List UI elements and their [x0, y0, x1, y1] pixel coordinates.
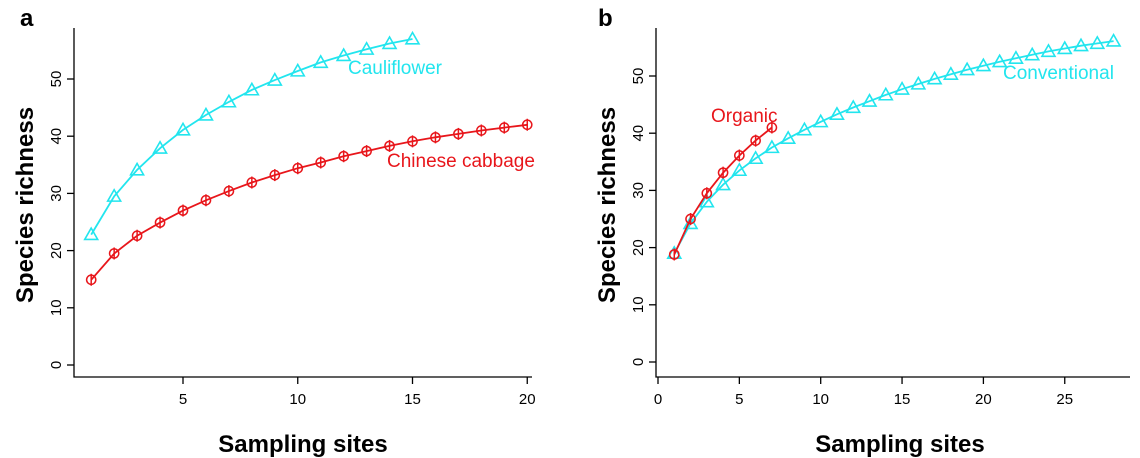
panel-b-x-axis-title: Sampling sites — [815, 431, 984, 458]
panel-a-chinese-cabbage-label: Chinese cabbage — [387, 151, 535, 172]
panel-a-axes — [74, 28, 532, 377]
panel-a-x-axis-title: Sampling sites — [218, 431, 387, 458]
panel-a-y-tick-label: 0 — [48, 361, 65, 369]
panel-b-y-tick-label: 40 — [630, 125, 647, 142]
panel-b-y-axis-title: Species richness — [594, 107, 621, 303]
panel-a: a Sampling sites Species richness 5 10 15 2… — [12, 5, 536, 458]
panel-b: b Sampling sites Species richness 0 5 10 15… — [594, 5, 1130, 458]
panel-b-organic-point — [670, 248, 679, 260]
panel-a-letter: a — [20, 5, 34, 32]
panel-b-y-tick-label: 20 — [630, 239, 647, 256]
panel-a-y-tick-label: 50 — [48, 71, 65, 88]
panel-b-x-tick-label: 15 — [894, 391, 911, 408]
panel-a-x-tick-label: 10 — [289, 391, 306, 408]
panel-b-conventional-point — [1107, 35, 1120, 46]
panel-b-organic-point — [718, 167, 727, 179]
panel-a-marks: 5 10 15 20 0 10 20 30 40 50 Cauliflower Chinese cab… — [48, 32, 536, 408]
panel-b-x-tick-label: 5 — [735, 391, 743, 408]
panel-a-y-tick-label: 30 — [48, 185, 65, 202]
panel-b-y-tick-label: 50 — [630, 68, 647, 85]
panel-b-x-tick-label: 0 — [654, 391, 662, 408]
panel-a-chinese-cabbage-point — [178, 205, 187, 217]
panel-a-y-tick-label: 40 — [48, 128, 65, 145]
panel-b-letter: b — [598, 5, 613, 32]
panel-b-organic-point — [702, 187, 711, 199]
panel-b-organic-label: Organic — [711, 106, 778, 127]
panel-b-y-tick-label: 30 — [630, 182, 647, 199]
panel-a-chinese-cabbage-point — [155, 217, 164, 229]
panel-a-chinese-cabbage-point — [224, 185, 233, 197]
panel-a-chinese-cabbage-point — [110, 247, 119, 259]
panel-b-y-tick-label: 0 — [630, 358, 647, 366]
panel-a-y-tick-label: 10 — [48, 299, 65, 316]
panel-b-y-tick-label: 10 — [630, 296, 647, 313]
panel-b-organic-point — [735, 150, 744, 162]
panel-a-chinese-cabbage-point — [87, 274, 96, 286]
panel-a-cauliflower-label: Cauliflower — [348, 58, 443, 79]
panel-a-y-tick-label: 20 — [48, 242, 65, 259]
panel-a-y-axis-title: Species richness — [12, 107, 39, 303]
panel-b-organic-line — [674, 128, 772, 255]
panel-b-x-tick-label: 25 — [1056, 391, 1073, 408]
panel-a-x-tick-label: 15 — [404, 391, 421, 408]
panel-b-x-tick-label: 10 — [812, 391, 829, 408]
panel-a-x-tick-label: 5 — [179, 391, 187, 408]
panel-b-organic-point — [751, 135, 760, 147]
panel-a-chinese-cabbage-point — [247, 177, 256, 189]
panel-b-x-tick-label: 20 — [975, 391, 992, 408]
panel-a-cauliflower-point — [406, 32, 419, 43]
panel-a-x-tick-label: 20 — [519, 391, 536, 408]
panel-a-chinese-cabbage-point — [133, 230, 142, 242]
panel-b-conventional-label: Conventional — [1003, 63, 1114, 84]
panel-a-chinese-cabbage-point — [201, 194, 210, 206]
panel-b-marks: 0 5 10 15 20 25 0 10 20 30 40 50 Conventional Organic — [630, 35, 1120, 408]
panel-a-chinese-cabbage-point — [270, 169, 279, 181]
